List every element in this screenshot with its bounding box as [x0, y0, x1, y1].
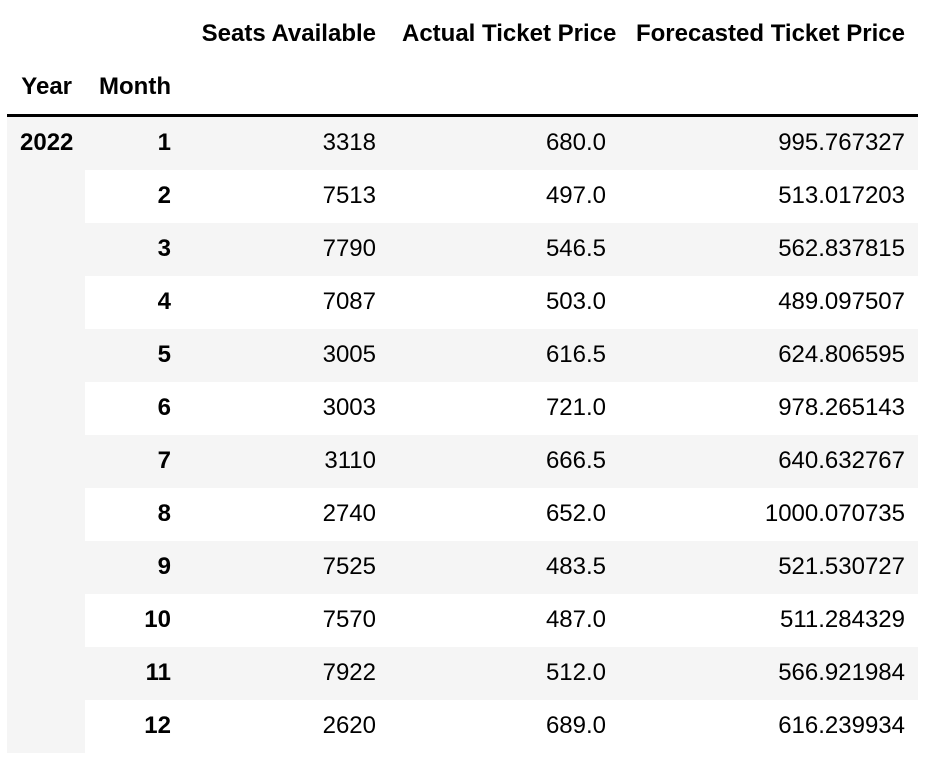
cell-seats-available: 7513	[322, 181, 376, 209]
cell-forecasted-ticket-price: 640.632767	[778, 446, 905, 474]
index-names-row: Year Month	[7, 61, 918, 117]
column-headers-row: Seats Available Actual Ticket Price Fore…	[7, 8, 918, 61]
month-index-cell: 3	[157, 234, 171, 262]
table-body: 2022 1 3318 680.0 995.767327 2 7513 497.…	[7, 115, 918, 752]
notebook-output-area: Seats Available Actual Ticket Price Fore…	[7, 8, 918, 753]
cell-actual-ticket-price: 680.0	[545, 128, 606, 156]
cell-forecasted-ticket-price: 616.239934	[778, 711, 905, 739]
cell-forecasted-ticket-price: 513.017203	[778, 181, 905, 209]
cell-seats-available: 3003	[322, 393, 376, 421]
cell-forecasted-ticket-price: 995.767327	[778, 128, 905, 156]
cell-seats-available: 7790	[322, 234, 376, 262]
cell-forecasted-ticket-price: 511.284329	[779, 605, 905, 633]
cell-actual-ticket-price: 487.0	[545, 605, 606, 633]
cell-forecasted-ticket-price: 489.097507	[778, 287, 905, 315]
table-row: 2 7513 497.0 513.017203	[7, 170, 918, 223]
empty-header-cell	[184, 61, 389, 117]
cell-actual-ticket-price: 616.5	[545, 340, 606, 368]
cell-actual-ticket-price: 546.5	[545, 234, 606, 262]
cell-seats-available: 3318	[322, 128, 376, 156]
cell-actual-ticket-price: 503.0	[545, 287, 606, 315]
col-header-actual-ticket-price: Actual Ticket Price	[389, 8, 619, 61]
cell-forecasted-ticket-price: 624.806595	[778, 340, 905, 368]
cell-seats-available: 2620	[322, 711, 376, 739]
cell-actual-ticket-price: 512.0	[545, 658, 606, 686]
cell-seats-available: 2740	[322, 499, 376, 527]
month-index-cell: 4	[157, 287, 171, 315]
corner-cell-year-level	[7, 8, 85, 61]
table-row: 9 7525 483.5 521.530727	[7, 540, 918, 594]
cell-forecasted-ticket-price: 521.530727	[778, 552, 905, 580]
month-index-cell: 2	[157, 181, 171, 209]
cell-seats-available: 7087	[322, 287, 376, 315]
index-name-year: Year	[7, 61, 85, 117]
cell-actual-ticket-price: 497.0	[545, 181, 606, 209]
table-header: Seats Available Actual Ticket Price Fore…	[7, 8, 918, 117]
month-index-cell: 6	[157, 393, 171, 421]
cell-actual-ticket-price: 721.0	[545, 393, 606, 421]
month-index-cell: 11	[145, 658, 171, 686]
cell-actual-ticket-price: 689.0	[545, 711, 606, 739]
cell-seats-available: 7922	[322, 658, 376, 686]
table-row: 3 7790 546.5 562.837815	[7, 222, 918, 276]
col-header-forecasted-ticket-price: Forecasted Ticket Price	[619, 8, 918, 61]
table-row: 4 7087 503.0 489.097507	[7, 276, 918, 329]
cell-forecasted-ticket-price: 978.265143	[778, 393, 905, 421]
table-row: 8 2740 652.0 1000.070735	[7, 488, 918, 541]
month-index-cell: 8	[157, 499, 171, 527]
month-index-cell: 12	[144, 711, 171, 739]
table-row: 11 7922 512.0 566.921984	[7, 646, 918, 700]
table-row: 12 2620 689.0 616.239934	[7, 700, 918, 753]
cell-actual-ticket-price: 483.5	[545, 552, 606, 580]
empty-header-cell	[389, 61, 619, 117]
cell-seats-available: 7570	[322, 605, 376, 633]
cell-actual-ticket-price: 652.0	[545, 499, 606, 527]
month-index-cell: 5	[157, 340, 171, 368]
month-index-cell: 9	[157, 552, 171, 580]
table-row: 5 3005 616.5 624.806595	[7, 328, 918, 382]
table-row: 2022 1 3318 680.0 995.767327	[7, 115, 918, 170]
empty-header-cell	[619, 61, 918, 117]
table-row: 6 3003 721.0 978.265143	[7, 382, 918, 435]
month-index-cell: 10	[144, 605, 171, 633]
cell-seats-available: 3005	[322, 340, 376, 368]
month-index-cell: 1	[157, 128, 171, 156]
year-index-cell: 2022	[20, 128, 74, 156]
table-row: 10 7570 487.0 511.284329	[7, 594, 918, 647]
dataframe-table: Seats Available Actual Ticket Price Fore…	[7, 8, 918, 753]
cell-seats-available: 7525	[322, 552, 376, 580]
col-header-seats-available: Seats Available	[184, 8, 389, 61]
cell-seats-available: 3110	[324, 446, 376, 474]
cell-forecasted-ticket-price: 566.921984	[778, 658, 905, 686]
cell-actual-ticket-price: 666.5	[545, 446, 606, 474]
cell-forecasted-ticket-price: 1000.070735	[764, 499, 905, 527]
cell-forecasted-ticket-price: 562.837815	[778, 234, 905, 262]
month-index-cell: 7	[157, 446, 171, 474]
index-name-month: Month	[85, 61, 184, 117]
table-row: 7 3110 666.5 640.632767	[7, 434, 918, 488]
corner-cell-month-level	[85, 8, 184, 61]
